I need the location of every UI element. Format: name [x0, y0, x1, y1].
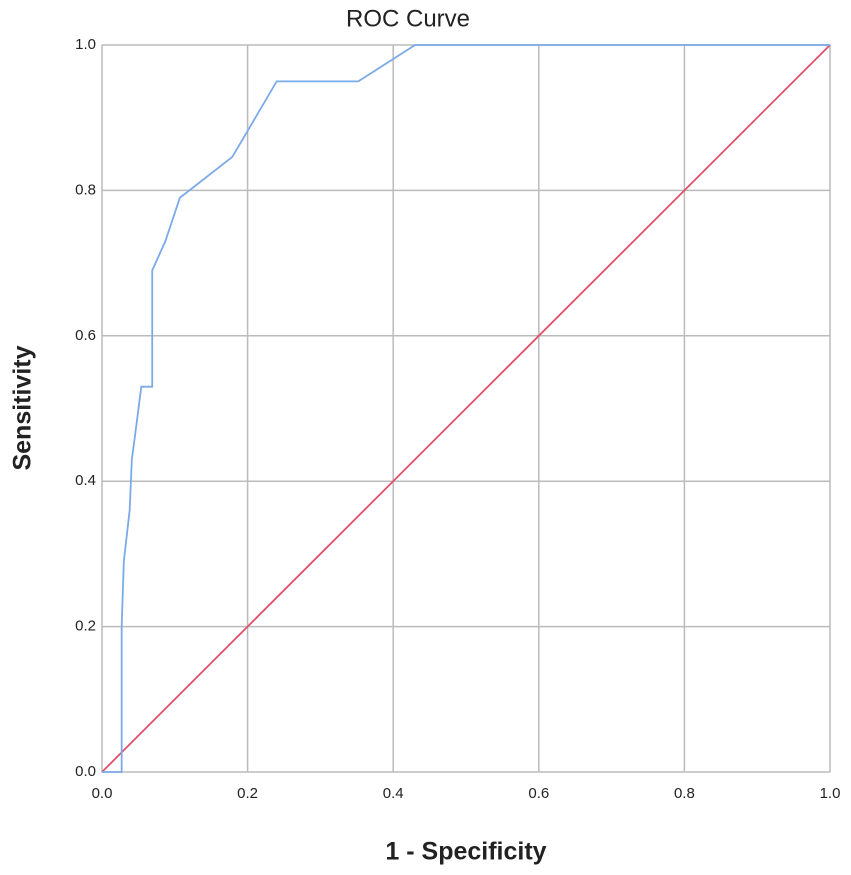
y-tick-label: 1.0: [75, 36, 96, 53]
x-tick-label: 0.8: [674, 785, 695, 802]
y-tick-label: 0.6: [75, 327, 96, 344]
y-axis-label: Sensitivity: [9, 345, 37, 470]
x-tick-label: 1.0: [820, 785, 841, 802]
x-axis-label: 1 - Specificity: [385, 838, 546, 866]
y-tick-label: 0.8: [75, 181, 96, 198]
y-tick-label: 0.0: [75, 763, 96, 780]
series-line: [102, 44, 830, 773]
y-tick-label: 0.4: [75, 472, 96, 489]
chart-title: ROC Curve: [346, 5, 470, 32]
x-tick-label: 0.2: [237, 785, 258, 802]
x-tick-label: 0.4: [383, 785, 404, 802]
series-line: [101, 44, 831, 773]
y-tick-label: 0.2: [75, 618, 96, 635]
x-tick-label: 0.0: [92, 785, 113, 802]
x-tick-label: 0.6: [528, 785, 549, 802]
